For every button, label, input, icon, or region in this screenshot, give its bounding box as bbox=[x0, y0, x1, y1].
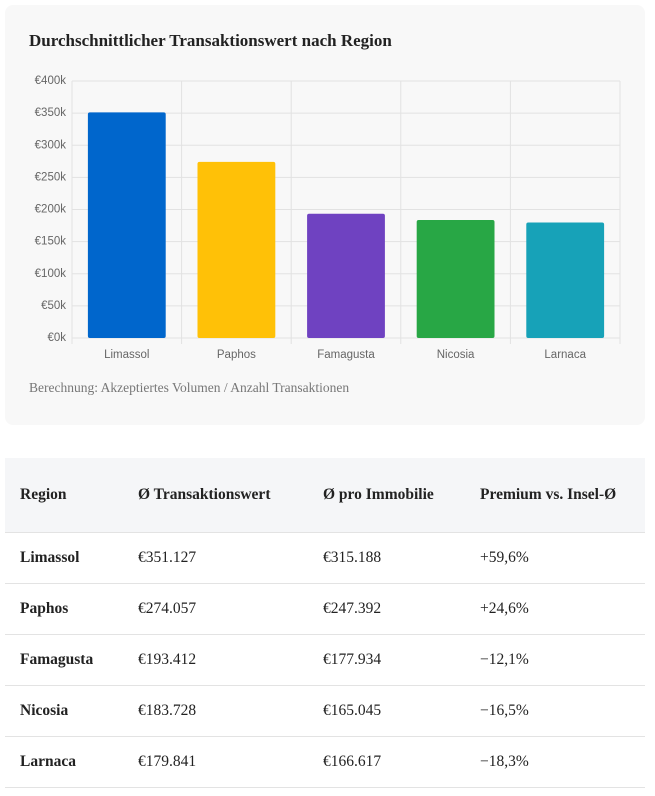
table-cell: −16,5% bbox=[465, 685, 645, 737]
table-cell: €166.617 bbox=[308, 736, 465, 788]
x-tick-label: Famagusta bbox=[317, 349, 375, 361]
table-cell: Larnaca bbox=[5, 736, 123, 788]
table-cell: €179.841 bbox=[123, 736, 308, 788]
table-row: Limassol €351.127 €315.188 +59,6% bbox=[5, 532, 645, 584]
y-tick-label: €250k bbox=[35, 171, 67, 183]
table-row: Famagusta €193.412 €177.934 −12,1% bbox=[5, 634, 645, 686]
y-tick-label: €300k bbox=[35, 139, 67, 151]
table-body: Limassol €351.127 €315.188 +59,6% Paphos €274… bbox=[5, 532, 645, 788]
data-table: Region Ø Transaktionswert Ø pro Immobilie P… bbox=[5, 458, 645, 788]
table-cell: −12,1% bbox=[465, 634, 645, 686]
bar bbox=[87, 112, 166, 338]
x-tick-label: Nicosia bbox=[437, 349, 475, 361]
y-tick-label: €350k bbox=[35, 107, 67, 119]
bar bbox=[307, 213, 385, 338]
y-tick-label: €0k bbox=[47, 332, 66, 344]
table-cell: €315.188 bbox=[308, 532, 465, 584]
table-cell: €193.412 bbox=[123, 634, 308, 686]
header-row: Region Ø Transaktionswert Ø pro Immobilie P… bbox=[5, 458, 645, 533]
table-row: Larnaca €179.841 €166.617 −18,3% bbox=[5, 736, 645, 788]
bar bbox=[526, 222, 605, 338]
table-cell: €177.934 bbox=[308, 634, 465, 686]
column-header: Region bbox=[5, 458, 123, 533]
table-cell: €351.127 bbox=[123, 532, 308, 584]
table-cell: €274.057 bbox=[123, 583, 308, 635]
table-cell: −18,3% bbox=[465, 736, 645, 788]
y-tick-label: €150k bbox=[35, 236, 67, 248]
table-cell: Paphos bbox=[5, 583, 123, 635]
table-cell: €247.392 bbox=[308, 583, 465, 635]
x-tick-label: Paphos bbox=[217, 349, 256, 361]
x-tick-label: Limassol bbox=[104, 349, 149, 361]
chart-note: Berechnung: Akzeptiertes Volumen / Anzah… bbox=[29, 380, 349, 395]
table-row: Nicosia €183.728 €165.045 −16,5% bbox=[5, 685, 645, 737]
column-header: Ø Transaktionswert bbox=[123, 458, 308, 533]
x-tick-label: Larnaca bbox=[544, 349, 586, 361]
table-cell: Famagusta bbox=[5, 634, 123, 686]
column-header: Ø pro Immobilie bbox=[308, 458, 465, 533]
y-tick-label: €50k bbox=[41, 300, 66, 312]
table-cell: Limassol bbox=[5, 532, 123, 584]
y-tick-label: €100k bbox=[35, 268, 67, 280]
table-cell: Nicosia bbox=[5, 685, 123, 737]
bar bbox=[416, 219, 495, 338]
table-cell: €165.045 bbox=[308, 685, 465, 737]
table-cell: +59,6% bbox=[465, 532, 645, 584]
y-tick-label: €400k bbox=[35, 75, 67, 87]
bar bbox=[197, 161, 276, 338]
table-cell: +24,6% bbox=[465, 583, 645, 635]
table-cell: €183.728 bbox=[123, 685, 308, 737]
table-row: Paphos €274.057 €247.392 +24,6% bbox=[5, 583, 645, 635]
chart-title: Durchschnittlicher Transaktionswert nach… bbox=[29, 31, 392, 50]
column-header: Premium vs. Insel-Ø bbox=[465, 458, 645, 533]
chart: Durchschnittlicher Transaktionswert nach… bbox=[29, 30, 621, 396]
y-tick-label: €200k bbox=[35, 204, 67, 216]
